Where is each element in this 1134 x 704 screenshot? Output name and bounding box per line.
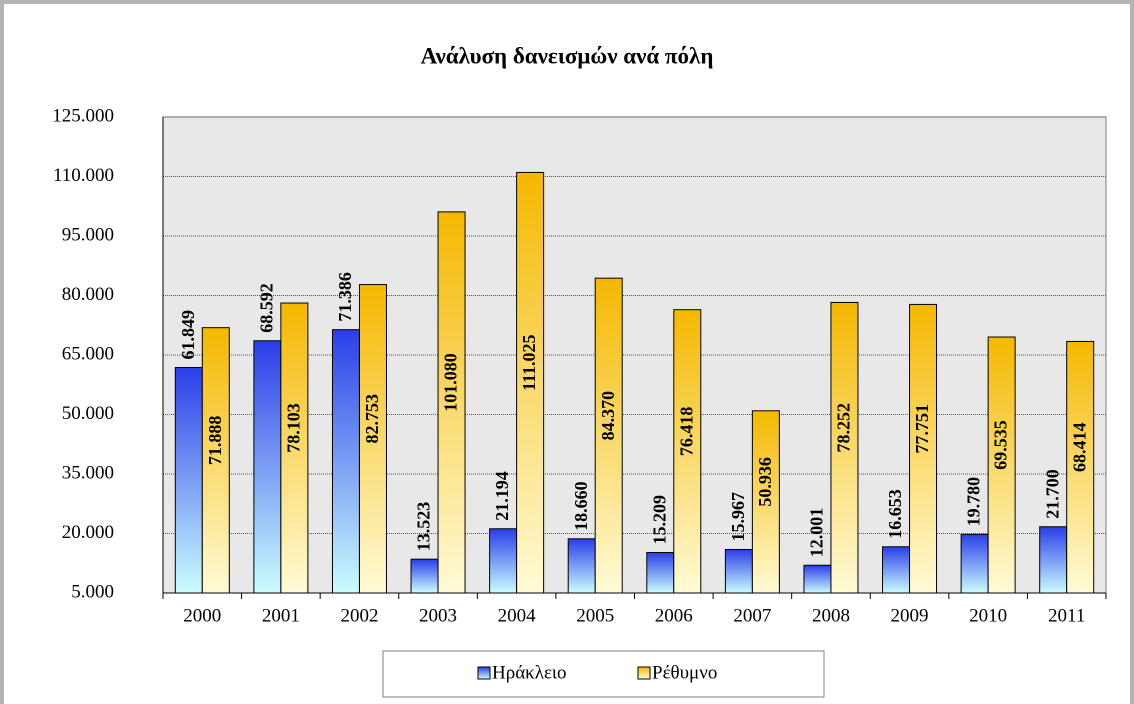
x-tick-label: 2008 (812, 605, 850, 626)
bar (830, 301, 859, 594)
data-label: 77.751 (912, 404, 932, 454)
legend-label: Ρέθυμνο (652, 662, 717, 683)
legend-swatch (477, 666, 491, 680)
x-tick-label: 2005 (576, 605, 614, 626)
y-tick-label: 95.000 (62, 224, 114, 245)
data-label: 18.660 (571, 481, 591, 531)
data-label: 12.001 (807, 508, 827, 558)
bar (516, 171, 545, 594)
data-label: 50.936 (755, 457, 775, 507)
data-label: 71.888 (205, 416, 225, 466)
y-tick-label: 5.000 (71, 581, 114, 602)
plot-area (162, 116, 1107, 594)
data-label: 111.025 (519, 334, 539, 391)
bar (909, 303, 938, 594)
data-label: 13.523 (414, 502, 434, 552)
bar (1066, 340, 1095, 594)
bar (358, 284, 387, 594)
data-label: 68.592 (257, 283, 277, 333)
y-tick-label: 125.000 (52, 105, 114, 126)
legend (382, 650, 825, 698)
bar (1039, 526, 1068, 594)
data-label: 68.414 (1069, 422, 1089, 472)
data-label: 15.209 (649, 495, 669, 545)
bar (673, 309, 702, 594)
data-label: 19.780 (964, 477, 984, 527)
x-tick-label: 2009 (891, 605, 929, 626)
y-tick-label: 80.000 (62, 284, 114, 305)
data-label: 78.252 (834, 403, 854, 453)
x-tick-label: 2001 (262, 605, 300, 626)
bar (253, 340, 282, 594)
data-label: 71.386 (335, 272, 355, 322)
data-label: 21.700 (1042, 469, 1062, 519)
bar (174, 366, 203, 594)
x-tick-label: 2003 (419, 605, 457, 626)
data-label: 76.418 (676, 407, 696, 457)
y-tick-label: 65.000 (62, 343, 114, 364)
x-tick-label: 2010 (969, 605, 1007, 626)
x-tick-label: 2002 (340, 605, 378, 626)
data-label: 69.535 (991, 420, 1011, 470)
bar (803, 564, 832, 594)
bar (331, 329, 360, 594)
data-label: 15.967 (728, 492, 748, 542)
x-tick-label: 2004 (498, 605, 537, 626)
x-tick-label: 2011 (1048, 605, 1085, 626)
x-tick-label: 2000 (183, 605, 221, 626)
bar (960, 533, 989, 594)
data-label: 84.370 (598, 391, 618, 441)
bar (489, 528, 518, 594)
bar (567, 538, 596, 594)
bar (437, 211, 466, 594)
bar (201, 327, 230, 594)
bar (594, 277, 623, 594)
y-tick-label: 20.000 (62, 522, 114, 543)
data-label: 21.194 (492, 471, 512, 521)
data-label: 16.653 (885, 489, 905, 539)
legend-swatch (637, 666, 651, 680)
data-label: 101.080 (441, 353, 461, 412)
legend-label: Ηράκλειο (492, 662, 567, 683)
bar (410, 558, 439, 594)
data-label: 78.103 (284, 403, 304, 453)
y-tick-label: 35.000 (62, 462, 114, 483)
bar (280, 302, 309, 594)
y-tick-label: 50.000 (62, 403, 114, 424)
chart-title: Ανάλυση δανεισμών ανά πόλη (421, 43, 714, 68)
bar (882, 546, 911, 594)
data-label: 82.753 (362, 394, 382, 444)
bar (987, 336, 1016, 594)
bar (646, 552, 675, 594)
bar (751, 410, 780, 594)
x-tick-label: 2007 (733, 605, 771, 626)
x-tick-label: 2006 (655, 605, 693, 626)
y-tick-label: 110.000 (53, 165, 114, 186)
bar (724, 548, 753, 594)
data-label: 61.849 (178, 310, 198, 360)
